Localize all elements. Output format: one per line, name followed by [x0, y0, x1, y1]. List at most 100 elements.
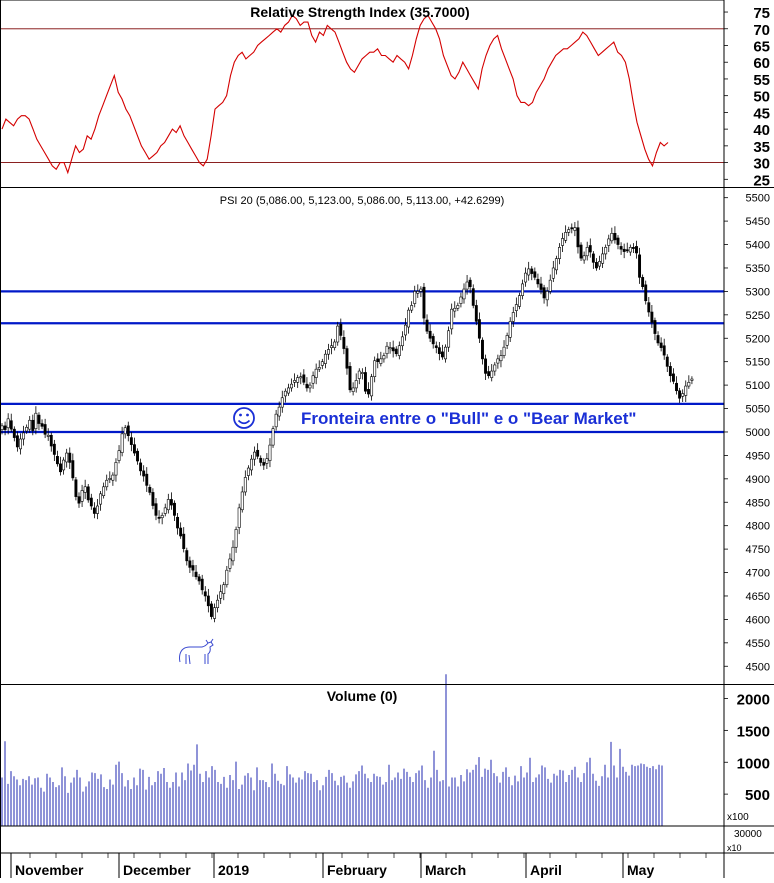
candle [585, 241, 589, 261]
candle [638, 247, 642, 284]
candle [382, 352, 386, 363]
candle [160, 512, 164, 525]
price-tick-label: 4850 [746, 497, 770, 509]
candle [286, 383, 290, 396]
candle [43, 418, 47, 439]
candle [225, 565, 229, 588]
candle [622, 243, 626, 259]
candle [339, 318, 343, 341]
candle [493, 362, 497, 376]
candle [456, 302, 460, 312]
candle [434, 341, 438, 354]
candle [591, 251, 595, 269]
rsi-tick-label: 25 [753, 172, 770, 189]
candle [176, 513, 180, 535]
volume-title: Volume (0) [327, 688, 398, 704]
price-tick-label: 5400 [746, 240, 770, 252]
price-tick-label: 5350 [746, 263, 770, 275]
candle [465, 275, 469, 295]
candle [293, 373, 297, 387]
volume-tick-label: 1500 [737, 723, 770, 740]
candle [305, 377, 309, 392]
candle [191, 559, 195, 577]
candle [89, 493, 93, 510]
candle [357, 368, 361, 385]
candle [71, 453, 75, 481]
candle [419, 286, 423, 298]
price-title: PSI 20 (5,086.00, 5,123.00, 5,086.00, 5,… [220, 195, 505, 207]
candle [530, 266, 534, 281]
candle [681, 389, 685, 402]
candle [46, 428, 50, 441]
candle [308, 382, 312, 393]
candle [471, 284, 475, 309]
candle [173, 500, 176, 521]
candle [12, 426, 16, 442]
candle [179, 522, 183, 539]
month-label: February [327, 862, 387, 878]
rsi-tick-label: 70 [753, 22, 770, 39]
candle [123, 424, 127, 439]
rsi-tick-label: 65 [753, 38, 770, 55]
candle [169, 492, 173, 510]
price-tick-label: 4700 [746, 568, 770, 580]
month-label: March [425, 862, 466, 878]
candle [25, 424, 29, 434]
price-tick-label: 4900 [746, 474, 770, 486]
candle [397, 341, 401, 360]
rsi-title: Relative Strength Index (35.7000) [250, 4, 469, 20]
candle [320, 358, 324, 370]
candle [690, 376, 694, 385]
candle [635, 240, 638, 259]
price-tick-label: 4550 [746, 638, 770, 650]
candle [474, 299, 478, 326]
price-tick-label: 4650 [746, 591, 770, 603]
candle [62, 457, 66, 475]
candle [237, 503, 241, 535]
candle [80, 484, 84, 507]
candle [132, 437, 136, 456]
price-tick-label: 5450 [746, 216, 770, 228]
candle [687, 375, 691, 389]
price-tick-label: 4800 [746, 521, 770, 533]
price-tick-label: 5500 [746, 193, 770, 205]
candle [250, 454, 253, 476]
candle [613, 226, 617, 244]
candle [222, 581, 226, 601]
candle [243, 470, 247, 496]
candle [662, 338, 666, 360]
candle [447, 326, 451, 352]
candle [52, 439, 56, 462]
candle [185, 547, 189, 566]
rsi-tick-label: 60 [753, 55, 770, 72]
candle [37, 412, 41, 431]
candle [65, 448, 69, 468]
candle [527, 261, 531, 281]
candle [517, 292, 521, 310]
candle [15, 431, 19, 452]
price-tick-label: 5000 [746, 427, 770, 439]
price-tick-label: 4950 [746, 450, 770, 462]
candle [246, 465, 250, 481]
candle [524, 267, 528, 287]
candle [388, 342, 392, 354]
candle [601, 246, 605, 268]
candle [203, 586, 207, 602]
candle [407, 307, 411, 334]
candle [404, 318, 407, 341]
candle [533, 267, 537, 281]
candle [148, 484, 152, 496]
month-label: December [123, 862, 191, 878]
rsi-tick-label: 35 [753, 139, 770, 156]
smiley-icon [233, 407, 255, 429]
candle [545, 287, 549, 307]
candle [259, 455, 263, 467]
candle [283, 388, 287, 403]
candle [166, 493, 170, 514]
candle [77, 492, 81, 508]
candle [542, 284, 546, 304]
candle [659, 337, 663, 352]
candle [604, 244, 608, 260]
candle [394, 346, 398, 357]
